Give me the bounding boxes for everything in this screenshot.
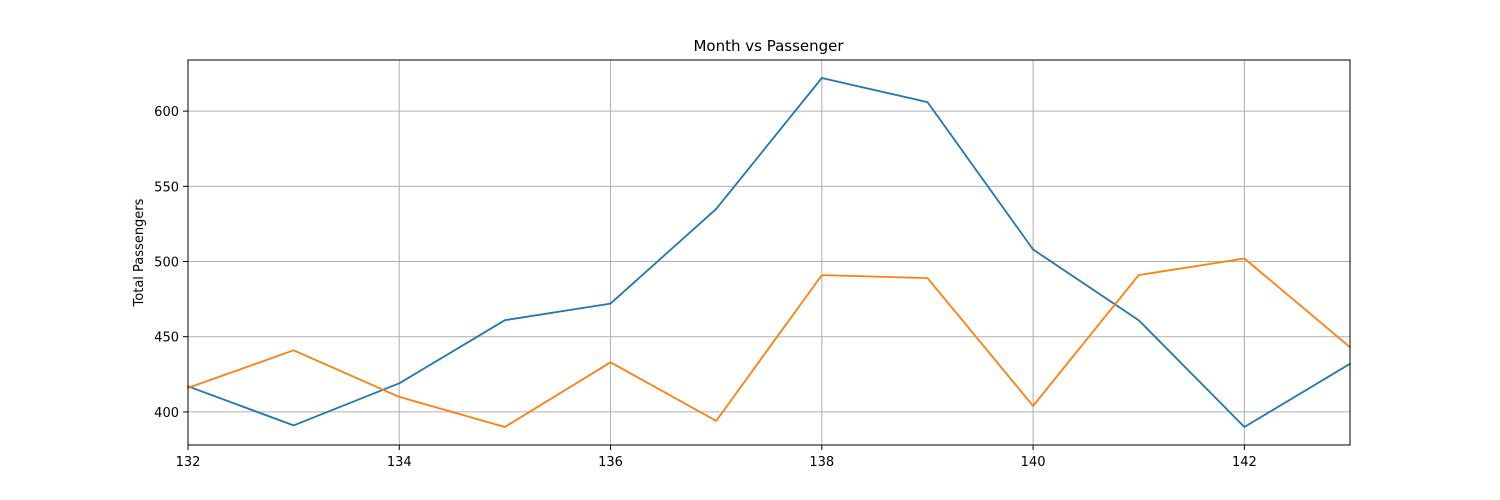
x-tick-label: 136 <box>598 455 623 470</box>
series-line-1 <box>187 77 1351 428</box>
x-tick-label: 140 <box>1021 455 1046 470</box>
y-tick-label: 500 <box>154 256 179 271</box>
plot-frame <box>187 59 1351 446</box>
x-tick-label: 138 <box>809 455 834 470</box>
y-tick-label: 400 <box>154 406 179 421</box>
chart-title: Month vs Passenger <box>693 37 844 55</box>
x-tick-label: 132 <box>176 455 201 470</box>
y-tick-label: 450 <box>154 331 179 346</box>
y-tick-label: 600 <box>154 105 179 120</box>
y-axis-label: Total Passengers <box>132 198 147 307</box>
series-line-2 <box>187 257 1351 428</box>
x-tick-label: 142 <box>1232 455 1257 470</box>
y-tick-label: 550 <box>154 180 179 195</box>
series-layer <box>187 77 1351 428</box>
x-tick-label: 134 <box>387 455 412 470</box>
grid <box>187 60 1350 445</box>
x-axis: 132 134 136 138 140 142 <box>176 445 1257 470</box>
y-axis: 400 450 500 550 600 <box>154 105 188 421</box>
